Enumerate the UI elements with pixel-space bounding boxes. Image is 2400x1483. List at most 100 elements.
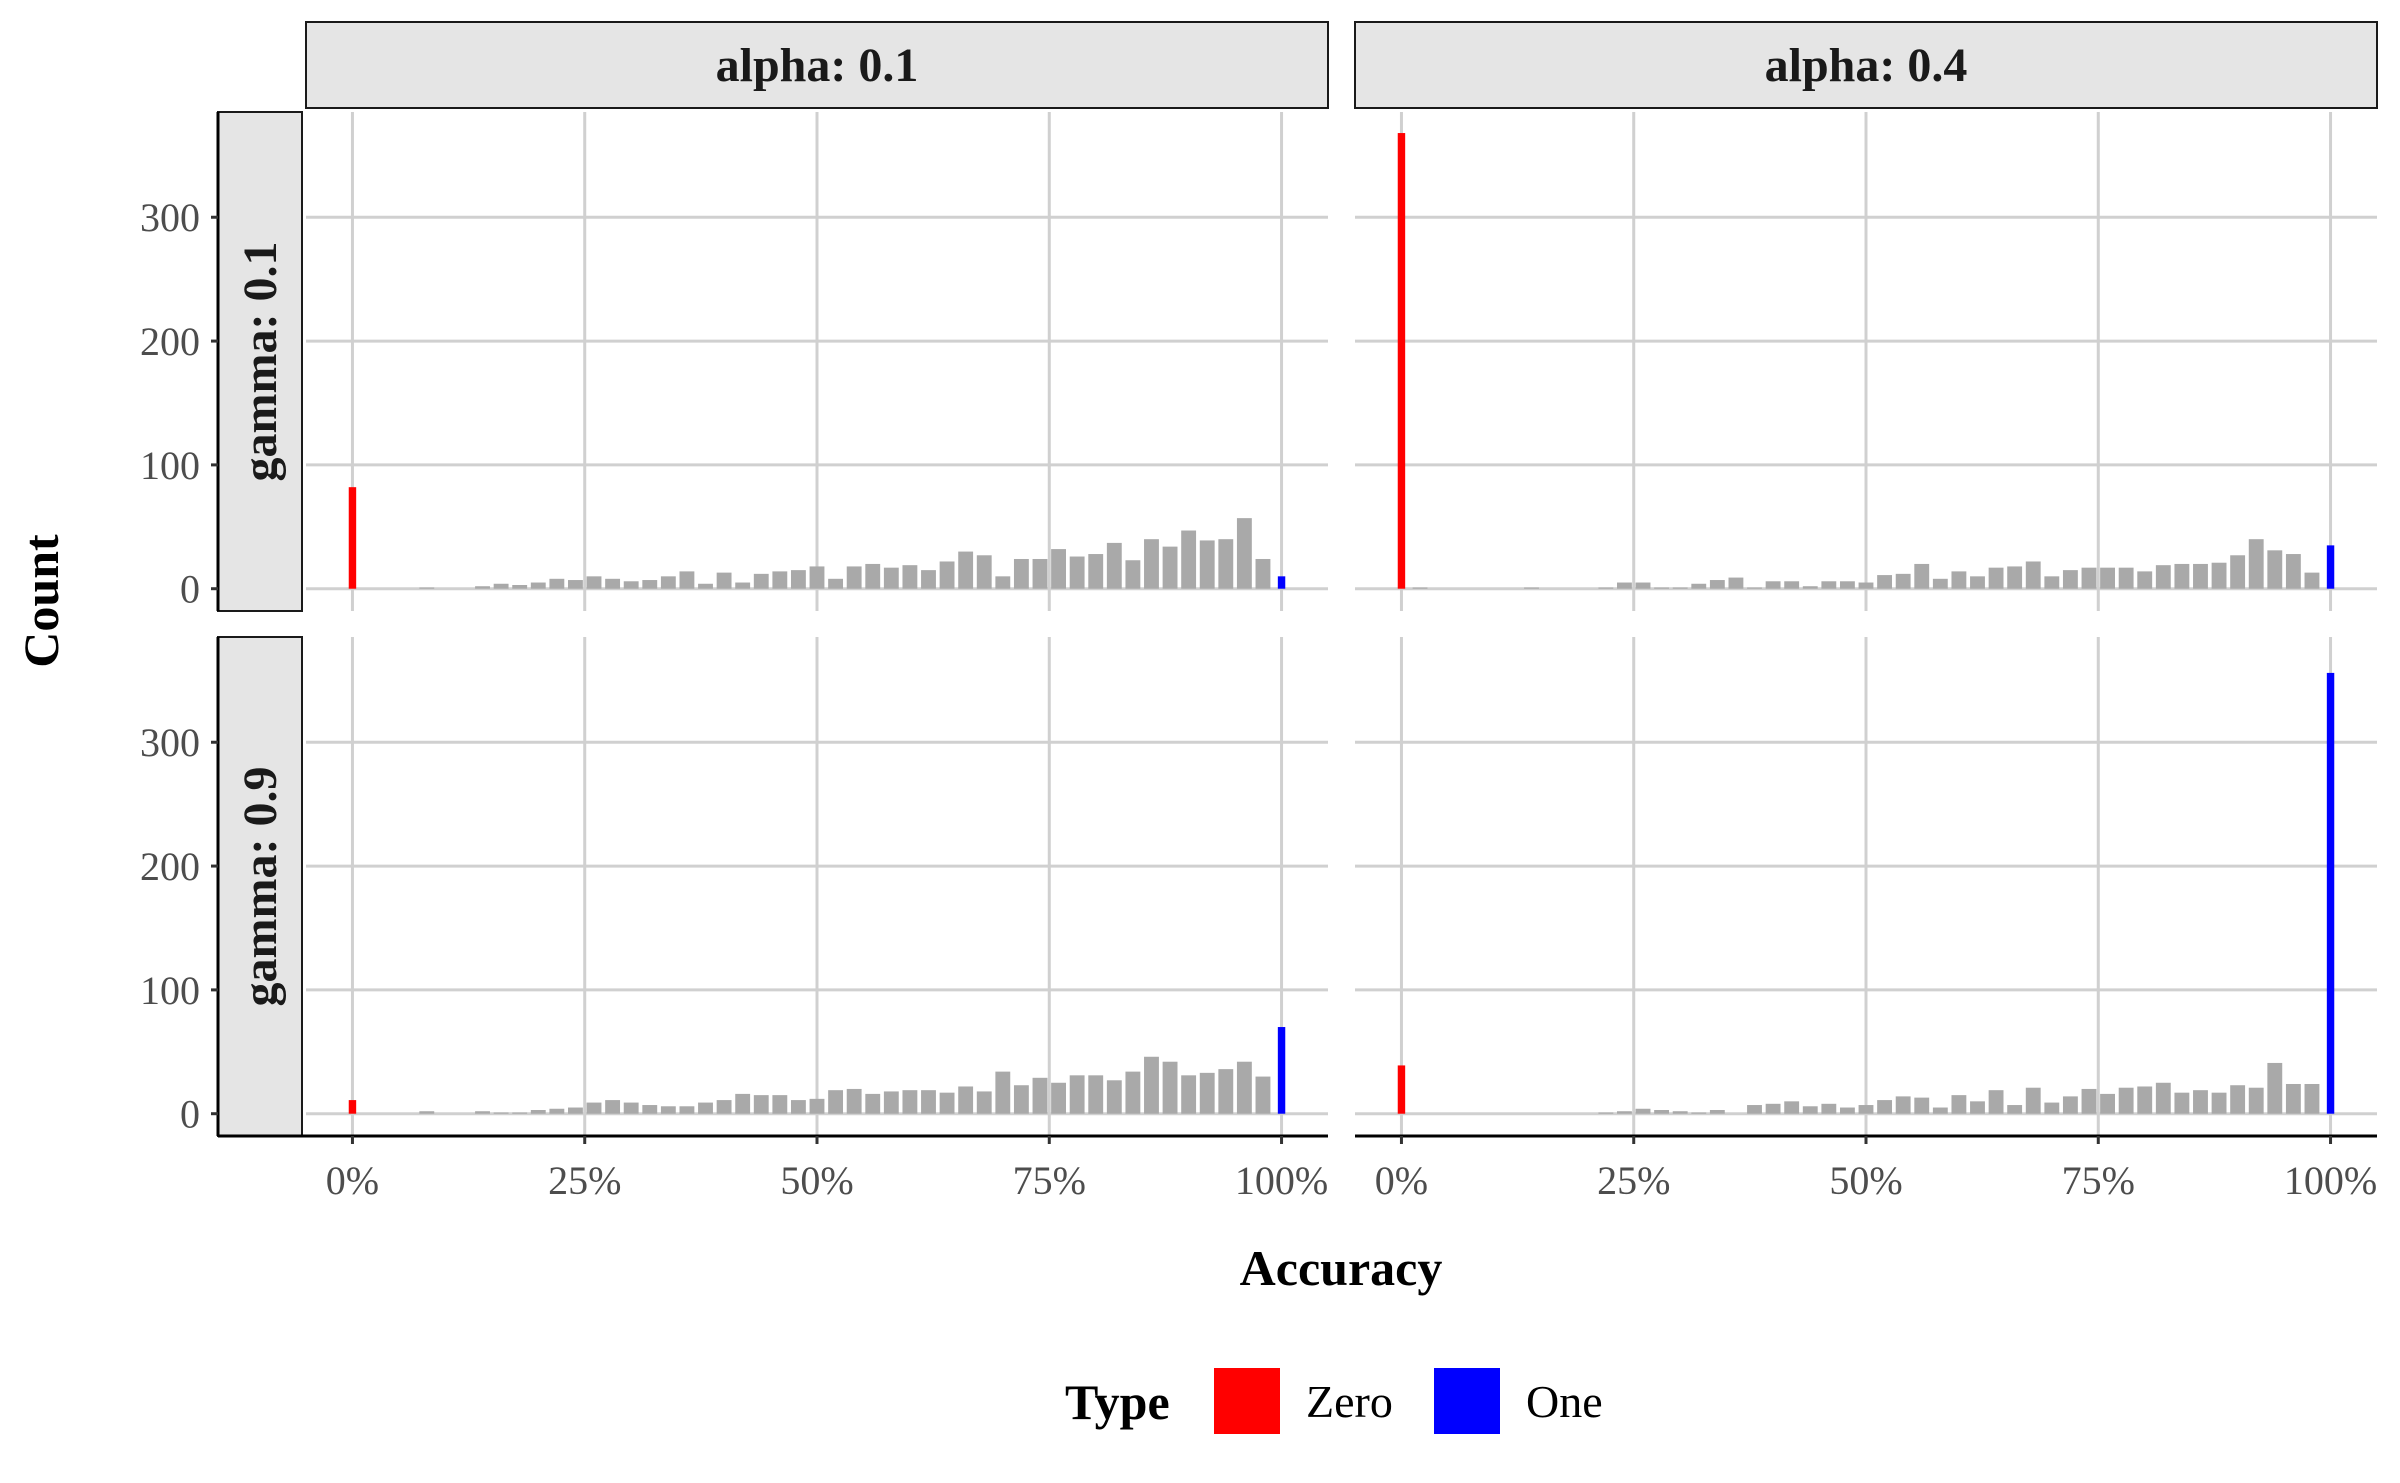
bar-other — [1970, 576, 1985, 589]
y-tick-label: 100 — [140, 443, 200, 488]
bar-other — [2081, 567, 2097, 589]
bar-other — [735, 1093, 751, 1114]
bar-other — [2118, 567, 2134, 589]
bar-other — [1914, 1097, 1930, 1114]
bar-other — [1728, 577, 1744, 589]
bar-other — [1784, 581, 1800, 589]
x-tick-label: 100% — [1235, 1158, 1328, 1203]
bar-other — [1951, 571, 1967, 589]
bar-other — [1125, 560, 1141, 589]
bar-other — [530, 1109, 546, 1114]
bar-other — [902, 1090, 918, 1114]
x-tick-label: 50% — [1829, 1158, 1902, 1203]
bar-other — [512, 584, 528, 589]
column-strip-box — [305, 21, 1329, 109]
bar-other — [716, 1100, 732, 1114]
bar-other — [809, 566, 825, 589]
x-axis-col-2: 0% 25% 50% 75% 100% — [1355, 1134, 2377, 1203]
bar-other — [2025, 561, 2041, 589]
bar-other — [1218, 1069, 1234, 1114]
bar-other — [623, 1102, 639, 1114]
bar-other — [1802, 1106, 1818, 1114]
bar-other — [1032, 1077, 1048, 1114]
bar-other — [660, 1106, 676, 1114]
bar-other — [2025, 1087, 2041, 1114]
bar-other — [1672, 587, 1688, 589]
bar-zero — [348, 1100, 357, 1114]
bar-other — [1032, 558, 1048, 589]
legend-key-one — [1434, 1368, 1500, 1434]
bar-other — [1858, 582, 1874, 589]
x-tick-label: 25% — [548, 1158, 621, 1203]
bar-one — [1277, 576, 1286, 589]
bar-other — [549, 1108, 565, 1114]
y-axis-title: Count — [13, 534, 69, 668]
bar-other — [623, 581, 639, 589]
bar-other — [1013, 1085, 1029, 1114]
bar-other — [939, 561, 955, 589]
bar-other — [568, 580, 583, 589]
bar-other — [1709, 1109, 1725, 1114]
bar-other — [2062, 1096, 2078, 1114]
bar-other — [605, 578, 621, 589]
bar-other — [2211, 562, 2227, 589]
row-strip-1: gamma: 0.1 — [217, 111, 303, 612]
x-tick-label: 50% — [780, 1158, 853, 1203]
bar-other — [512, 1112, 528, 1114]
bar-other — [1125, 1071, 1141, 1114]
bar-other — [1932, 1107, 1948, 1114]
bar-other — [753, 573, 769, 589]
bar-other — [1951, 1095, 1967, 1114]
bar-other — [419, 1111, 435, 1114]
bar-other — [1654, 1109, 1670, 1114]
bar-other — [475, 1111, 490, 1114]
bar-other — [1784, 1101, 1800, 1114]
bar-zero — [1397, 133, 1406, 589]
x-tick-label: 0% — [326, 1158, 379, 1203]
bar-other — [1069, 556, 1085, 589]
bar-other — [2285, 1083, 2301, 1114]
row-strip-label: gamma: 0.9 — [234, 767, 287, 1007]
bar-other — [772, 571, 788, 589]
bar-other — [828, 578, 844, 589]
bar-other — [2174, 563, 2190, 589]
bar-other — [2248, 1087, 2264, 1114]
bar-other — [1839, 581, 1855, 589]
bar-other — [493, 583, 509, 589]
y-tick-label: 200 — [140, 319, 200, 364]
bar-other — [958, 1086, 974, 1114]
legend-title: Type — [1065, 1374, 1170, 1430]
bar-other — [1765, 1103, 1781, 1114]
bar-other — [1672, 1111, 1688, 1114]
bar-other — [1747, 1105, 1762, 1114]
bar-other — [846, 566, 862, 589]
row-strip-box — [217, 636, 303, 1137]
bar-other — [865, 563, 881, 589]
bar-other — [2137, 1086, 2153, 1114]
column-strip-label: alpha: 0.1 — [716, 39, 919, 92]
bar-other — [809, 1098, 825, 1114]
bar-other — [1199, 540, 1215, 589]
x-axis-title: Accuracy — [1240, 1240, 1443, 1296]
bar-other — [2100, 567, 2115, 589]
bar-one — [2326, 545, 2335, 589]
strips-layer: alpha: 0.1 alpha: 0.4 gamma: 0.1 gamma: 0.9 — [217, 21, 2378, 1137]
bar-other — [1524, 587, 1539, 589]
bar-other — [1218, 539, 1234, 589]
y-tick-label: 100 — [140, 968, 200, 1013]
bar-other — [475, 586, 490, 589]
bar-other — [698, 1102, 713, 1114]
bar-other — [1598, 587, 1614, 589]
panels-layer — [306, 112, 2377, 1136]
bar-other — [1255, 558, 1271, 589]
bar-other — [716, 572, 732, 589]
y-axis-row-2: 0 100 200 300 — [140, 637, 220, 1137]
bar-other — [1051, 549, 1066, 589]
bar-other — [1144, 539, 1159, 589]
column-strip-label: alpha: 0.4 — [1765, 39, 1968, 92]
bar-other — [1802, 586, 1818, 589]
bar-other — [1691, 1112, 1707, 1114]
bar-other — [2230, 555, 2246, 589]
bar-other — [530, 582, 546, 589]
bar-zero — [1397, 1065, 1406, 1114]
